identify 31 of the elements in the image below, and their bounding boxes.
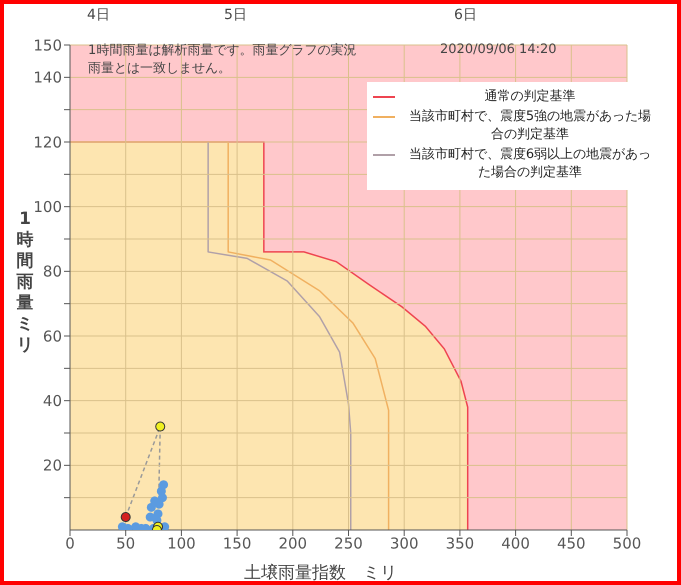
y-tick-label: 100 [33, 198, 62, 216]
annotation: 2020/09/06 14:20 [440, 42, 557, 57]
text: 通常の判定基準 [484, 88, 576, 106]
y-tick-label: 140 [33, 68, 62, 87]
x-tick-label: 0 [65, 534, 75, 553]
y-tick-label: 20 [42, 456, 62, 475]
y-tick-label: 40 [42, 392, 62, 410]
x-axis-title: 土壌雨量指数 ミリ [244, 562, 397, 583]
x-tick-label: 350 [446, 534, 474, 553]
x-tick-label: 100 [167, 534, 196, 553]
text: 5日 [224, 6, 247, 24]
y-tick-label: 60 [42, 327, 62, 346]
y-tick-label: 150 [33, 36, 62, 54]
x-tick-label: 50 [116, 534, 136, 553]
x-tick-label: 150 [222, 534, 252, 553]
legend-label: 当該市町村で、震度6弱以上の地震があった場合の判定基準 [408, 146, 652, 182]
y-axis-title: 1時間雨量ミリ [16, 209, 34, 356]
x-tick-label: 400 [501, 534, 530, 553]
line-series [70, 141, 390, 530]
text: 6日 [454, 6, 477, 24]
annotation: 1時間雨量は解析雨量です。雨量グラフの実況雨量とは一致しません。 [88, 42, 358, 78]
text: 4日 [87, 6, 110, 24]
x-tick-label: 450 [556, 534, 586, 553]
x-tick-label: 300 [390, 534, 419, 553]
line-series [207, 141, 352, 530]
x-tick-label: 250 [334, 534, 363, 553]
y-tick-label: 120 [33, 133, 62, 152]
y-tick-label: 80 [42, 262, 62, 281]
x-tick-label: 200 [278, 534, 308, 553]
legend-label: 当該市町村で、震度5強の地震があった場合の判定基準 [408, 108, 652, 144]
x-tick-label: 500 [612, 534, 642, 553]
